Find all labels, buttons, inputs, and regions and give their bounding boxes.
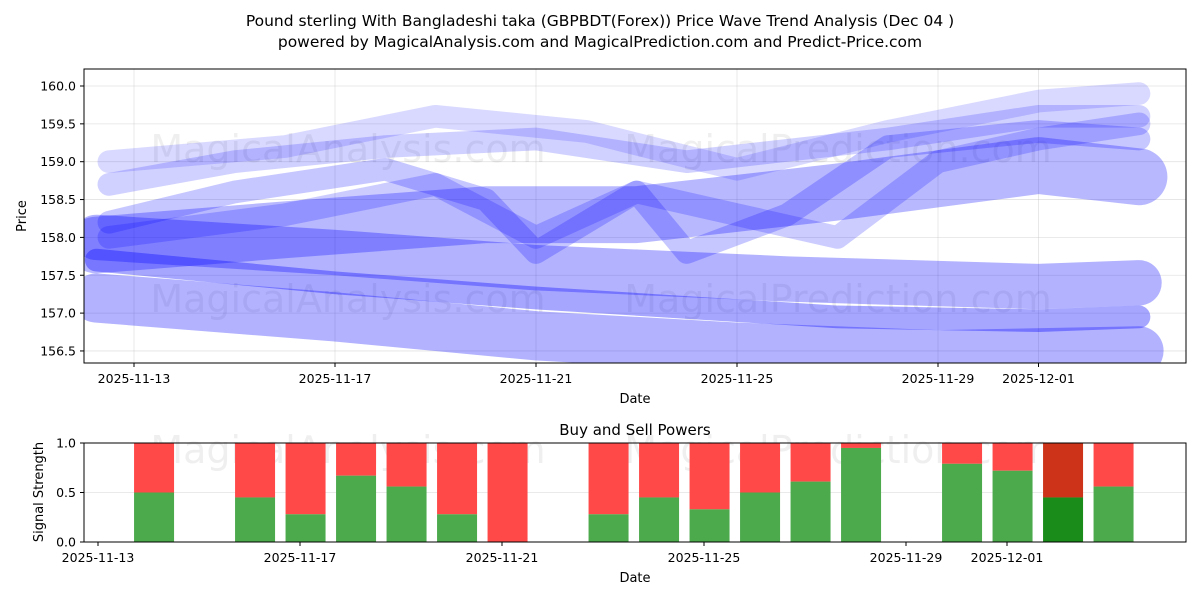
y-tick-label: 157.0 bbox=[40, 306, 76, 321]
buy-bar-2025-11-16 bbox=[235, 497, 276, 542]
y-tick-label: 159.0 bbox=[40, 154, 76, 169]
bottom-chart-title: Buy and Sell Powers bbox=[559, 421, 711, 439]
sell-bar-2025-11-25 bbox=[689, 443, 730, 510]
sell-bar-2025-11-17 bbox=[285, 443, 326, 515]
wave-band-wave-2 bbox=[84, 214, 1162, 310]
sell-bar-2025-11-27 bbox=[790, 443, 831, 482]
buy-bar-2025-12-03 bbox=[1093, 486, 1134, 542]
x-tick-label: 2025-11-13 bbox=[62, 550, 135, 565]
buy-bar-2025-11-30 bbox=[942, 463, 983, 542]
y-tick-label: 160.0 bbox=[40, 79, 76, 94]
x-tick-label: 2025-11-29 bbox=[902, 371, 975, 386]
bottom-y-axis-label: Signal Strength bbox=[32, 442, 47, 542]
sell-bar-2025-11-19 bbox=[386, 443, 427, 487]
buy-bar-2025-11-17 bbox=[285, 514, 326, 542]
sell-bar-2025-12-03 bbox=[1093, 443, 1134, 487]
wave-band-wave-1 bbox=[84, 273, 1164, 363]
y-tick-label: 158.5 bbox=[40, 192, 76, 207]
top-x-axis-label: Date bbox=[619, 392, 650, 407]
top-y-axis-label: Price bbox=[15, 200, 30, 232]
bottom-x-axis-label: Date bbox=[619, 571, 650, 586]
y-tick-label: 156.5 bbox=[40, 343, 76, 358]
x-tick-label: 2025-12-01 bbox=[971, 550, 1044, 565]
wave-band-wave-4 bbox=[84, 137, 1168, 274]
watermark-text: MagicalPrediction.com bbox=[624, 428, 1052, 472]
y-tick-label: 0.5 bbox=[56, 485, 76, 500]
y-tick-label: 158.0 bbox=[40, 230, 76, 245]
watermark-text: MagicalPrediction.com bbox=[624, 127, 1052, 171]
buy-bar-2025-11-23 bbox=[588, 514, 629, 542]
sell-bar-2025-12-02 bbox=[1043, 443, 1084, 498]
chart-subtitle: powered by MagicalAnalysis.com and Magic… bbox=[278, 33, 922, 51]
wave-series-group bbox=[84, 82, 1168, 363]
wave-band-wave-7 bbox=[97, 104, 1151, 196]
sell-bar-2025-11-20 bbox=[437, 443, 478, 515]
sell-bar-2025-11-18 bbox=[336, 443, 377, 476]
x-tick-label: 2025-11-21 bbox=[466, 550, 539, 565]
wave-band-wave-6 bbox=[97, 82, 1151, 181]
x-tick-label: 2025-11-25 bbox=[701, 371, 774, 386]
x-tick-label: 2025-11-17 bbox=[264, 550, 337, 565]
watermark-text: MagicalAnalysis.com bbox=[150, 277, 545, 321]
y-tick-label: 0.0 bbox=[56, 535, 76, 550]
price-wave-plot: MagicalAnalysis.com MagicalPrediction.com… bbox=[40, 68, 1187, 386]
sell-bar-2025-11-28 bbox=[841, 443, 882, 448]
buy-bar-2025-11-27 bbox=[790, 481, 831, 542]
buy-bar-2025-11-14 bbox=[134, 492, 175, 542]
buy-bar-2025-12-02 bbox=[1043, 497, 1084, 542]
buy-bar-2025-11-19 bbox=[386, 486, 427, 542]
watermark-text: MagicalAnalysis.com bbox=[150, 127, 545, 171]
x-tick-label: 2025-11-17 bbox=[299, 371, 372, 386]
plot-frame bbox=[83, 68, 1187, 364]
buy-bar-2025-12-01 bbox=[992, 470, 1033, 542]
wave-band-wave-3 bbox=[84, 248, 1151, 333]
sell-bar-2025-11-21 bbox=[487, 443, 528, 542]
buy-bar-2025-11-26 bbox=[740, 492, 781, 542]
y-tick-label: 1.0 bbox=[56, 436, 76, 451]
buy-bar-2025-11-20 bbox=[437, 514, 478, 542]
sell-bar-2025-11-14 bbox=[134, 443, 175, 493]
buy-sell-powers-plot: MagicalAnalysis.comMagicalPrediction.com… bbox=[56, 428, 1187, 565]
x-tick-label: 2025-11-13 bbox=[98, 371, 171, 386]
y-tick-label: 159.5 bbox=[40, 116, 76, 131]
sell-bar-2025-11-16 bbox=[235, 443, 276, 498]
wave-band-wave-5 bbox=[97, 120, 1151, 264]
x-tick-label: 2025-11-21 bbox=[500, 371, 573, 386]
buy-bar-2025-11-25 bbox=[689, 509, 730, 542]
sell-bar-2025-11-26 bbox=[740, 443, 781, 493]
sell-bar-2025-11-23 bbox=[588, 443, 629, 515]
x-tick-label: 2025-11-29 bbox=[870, 550, 943, 565]
sell-bar-2025-11-24 bbox=[639, 443, 680, 498]
buy-bar-2025-11-28 bbox=[841, 447, 882, 542]
sell-bar-2025-12-01 bbox=[992, 443, 1033, 471]
chart-title: Pound sterling With Bangladeshi taka (GB… bbox=[246, 12, 954, 30]
x-tick-label: 2025-12-01 bbox=[1002, 371, 1075, 386]
wave-band-wave-8 bbox=[97, 112, 1151, 249]
sell-bar-2025-11-30 bbox=[942, 443, 983, 464]
x-tick-label: 2025-11-25 bbox=[668, 550, 741, 565]
y-tick-label: 157.5 bbox=[40, 268, 76, 283]
buy-bar-2025-11-18 bbox=[336, 475, 377, 542]
watermark-text: MagicalPrediction.com bbox=[624, 277, 1052, 321]
buy-bar-2025-11-24 bbox=[639, 497, 680, 542]
